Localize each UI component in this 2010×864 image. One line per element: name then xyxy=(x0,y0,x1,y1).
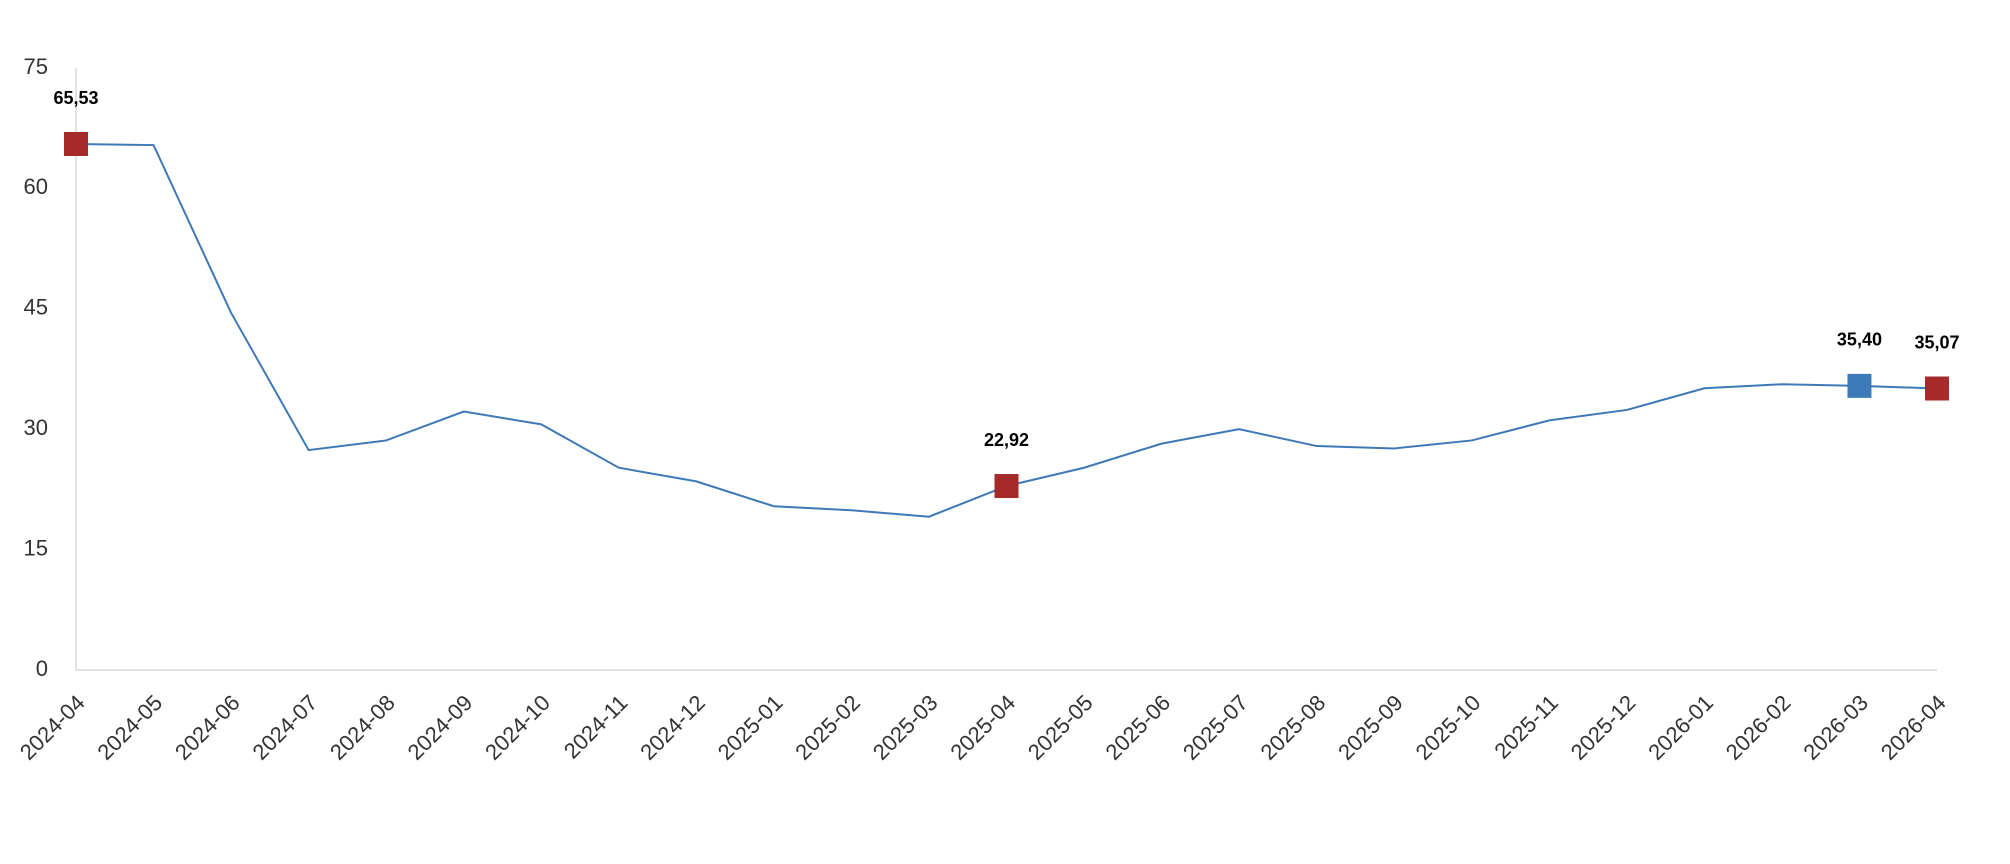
x-tick-label: 2025-01 xyxy=(713,690,788,765)
data-line xyxy=(75,143,1938,518)
y-tick-label: 30 xyxy=(24,415,48,440)
y-tick-label: 75 xyxy=(24,54,48,79)
x-tick-label: 2025-09 xyxy=(1333,690,1408,765)
x-tick-label: 2024-05 xyxy=(92,690,167,765)
data-marker xyxy=(1847,373,1872,398)
x-tick-label: 2024-11 xyxy=(559,690,633,764)
x-tick-label: 2025-02 xyxy=(790,690,865,765)
x-tick-label: 2024-09 xyxy=(403,690,478,765)
x-tick-label: 2025-11 xyxy=(1489,690,1563,764)
x-tick-label: 2024-04 xyxy=(15,690,90,765)
data-label: 22,92 xyxy=(984,430,1029,450)
x-tick-label: 2024-12 xyxy=(635,690,710,765)
y-tick-label: 45 xyxy=(24,295,48,320)
data-marker xyxy=(64,132,88,157)
y-tick-label: 15 xyxy=(24,535,48,560)
x-tick-label: 2026-01 xyxy=(1643,690,1718,765)
y-tick-label: 60 xyxy=(24,174,48,199)
x-tick-label: 2024-10 xyxy=(480,690,555,765)
x-tick-label: 2025-08 xyxy=(1256,690,1331,765)
x-tick-label: 2024-07 xyxy=(247,690,322,765)
x-tick-label: 2024-08 xyxy=(325,690,400,765)
x-tick-label: 2025-10 xyxy=(1411,690,1486,765)
data-marker xyxy=(994,474,1019,499)
x-tick-label: 2026-03 xyxy=(1798,690,1873,765)
x-tick-label: 2026-04 xyxy=(1876,690,1951,765)
x-tick-label: 2025-07 xyxy=(1178,690,1253,765)
x-tick-label: 2025-06 xyxy=(1100,690,1175,765)
x-tick-label: 2024-06 xyxy=(170,690,245,765)
x-tick-label: 2025-12 xyxy=(1566,690,1641,765)
x-tick-label: 2025-05 xyxy=(1023,690,1098,765)
x-tick-label: 2026-02 xyxy=(1721,690,1796,765)
data-label: 35,40 xyxy=(1837,330,1882,350)
x-tick-label: 2025-03 xyxy=(868,690,943,765)
x-tick-label: 2025-04 xyxy=(945,690,1020,765)
data-label: 65,53 xyxy=(53,88,98,108)
y-tick-label: 0 xyxy=(36,656,48,681)
data-marker xyxy=(1925,376,1949,401)
data-label: 35,07 xyxy=(1914,332,1959,352)
